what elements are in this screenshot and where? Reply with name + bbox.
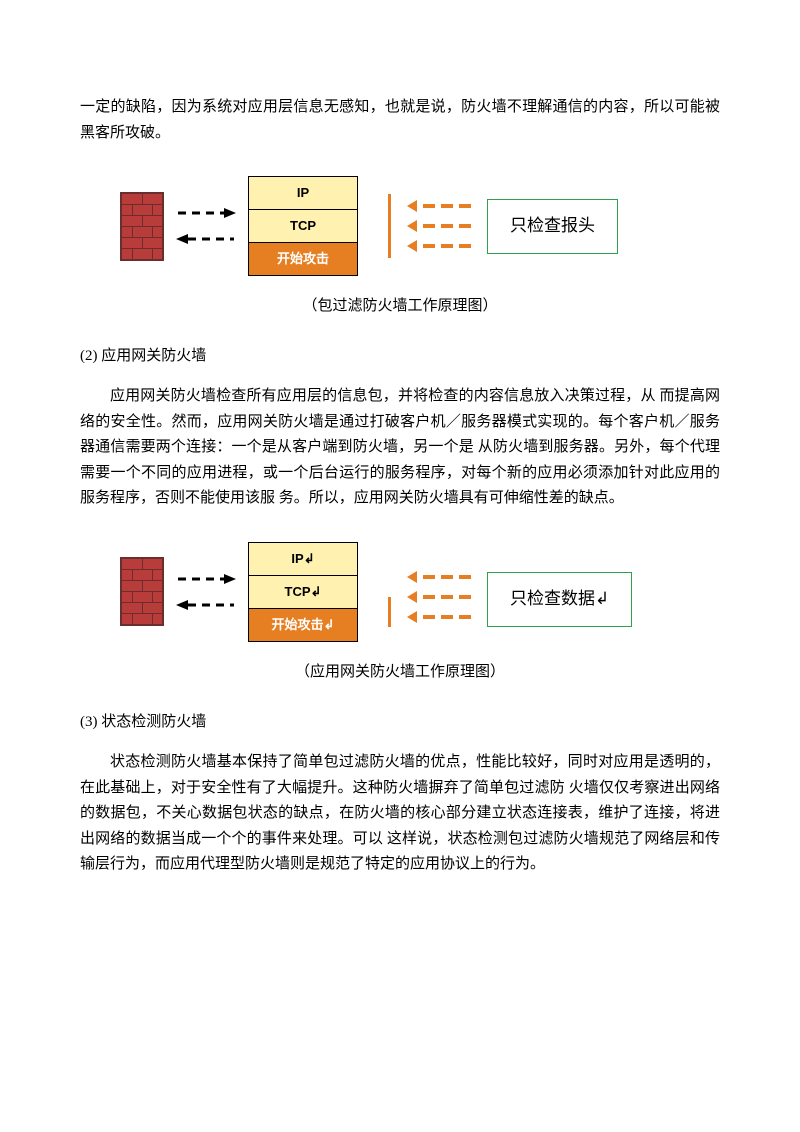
check-data-box: 只检查数据↲: [487, 572, 632, 627]
stack-cell-ip: IP↲: [249, 543, 357, 576]
stack-cell-ip: IP: [249, 177, 357, 210]
section-2-paragraph: 应用网关防火墙检查所有应用层的信息包，并将检查的内容信息放入决策过程，从 而提高…: [80, 384, 720, 512]
page: 一定的缺陷，因为系统对应用层信息无感知，也就是说，防火墙不理解通信的内容，所以可…: [0, 0, 800, 1132]
intro-paragraph: 一定的缺陷，因为系统对应用层信息无感知，也就是说，防火墙不理解通信的内容，所以可…: [80, 95, 720, 146]
section-3-paragraph: 状态检测防火墙基本保持了简单包过滤防火墙的优点，性能比较好，同时对应用是透明的，…: [80, 750, 720, 878]
packet-stack: IP TCP 开始攻击: [248, 176, 358, 276]
caption-1: （包过滤防火墙工作原理图）: [80, 294, 720, 320]
black-arrows-icon: [176, 207, 236, 245]
section-2-heading: (2) 应用网关防火墙: [80, 344, 720, 370]
firewall-wall-icon: [120, 192, 164, 261]
black-arrows-icon: [176, 573, 236, 611]
diagram-packet-filter: IP TCP 开始攻击 只检查报头: [120, 176, 720, 276]
stack-cell-tcp: TCP↲: [249, 576, 357, 609]
firewall-wall-icon: [120, 557, 164, 626]
orange-arrows-icon: [407, 571, 471, 623]
stack-cell-attack: 开始攻击: [249, 243, 357, 275]
orange-arrow-wrap: [388, 557, 391, 627]
stack-cell-tcp: TCP: [249, 210, 357, 243]
packet-stack: IP↲ TCP↲ 开始攻击↲: [248, 542, 358, 642]
section-3-heading: (3) 状态检测防火墙: [80, 710, 720, 736]
orange-bar-icon: [388, 597, 391, 627]
caption-2: （应用网关防火墙工作原理图）: [80, 660, 720, 686]
orange-arrows-icon: [407, 200, 471, 252]
orange-bar-icon: [388, 194, 391, 258]
check-header-box: 只检查报头: [487, 199, 618, 254]
stack-cell-attack: 开始攻击↲: [249, 609, 357, 641]
diagram-app-gateway: IP↲ TCP↲ 开始攻击↲ 只检查数据↲: [120, 542, 720, 642]
